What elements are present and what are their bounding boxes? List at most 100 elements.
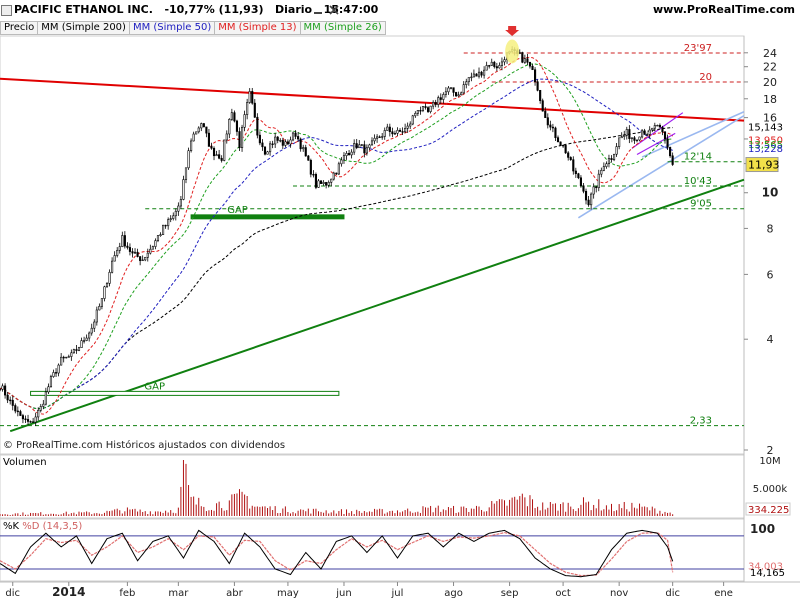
candle-body [105, 283, 109, 288]
candle-body [411, 115, 414, 125]
candle-body [263, 146, 267, 155]
candle-body [317, 180, 320, 188]
legend-price[interactable]: Precio [0, 21, 39, 35]
candle-body [656, 124, 659, 127]
legend-ma50[interactable]: MM (Simple 50) [129, 21, 216, 35]
candle-body [584, 190, 588, 201]
level-label: 2,33 [690, 416, 712, 427]
close-icon[interactable] [328, 4, 340, 16]
candle-body [128, 247, 132, 252]
candle-body [29, 421, 32, 423]
candle-body [612, 153, 616, 161]
candle-body [9, 399, 12, 402]
candle-body [475, 73, 478, 77]
volume-label[interactable]: Volumen [3, 457, 47, 468]
level-label: 20 [699, 72, 712, 83]
candle-body [294, 132, 297, 137]
candle-body [266, 151, 269, 155]
candle-body [60, 356, 63, 366]
footer-note: © ProRealTime.com Históricos ajustados c… [3, 440, 286, 451]
minimize-icon[interactable] [312, 4, 324, 16]
candle-body [483, 69, 486, 76]
candle-body [658, 124, 661, 128]
candle-body [442, 94, 445, 100]
instrument-checkbox[interactable] [1, 5, 12, 16]
candle-body [646, 134, 649, 136]
stoch-d-label[interactable]: %D (14,3,5) [22, 521, 83, 532]
candle-body [661, 126, 664, 133]
candle-body [11, 399, 14, 406]
source-url[interactable]: www.ProRealTime.com [652, 3, 795, 16]
candles-layer [0, 26, 674, 426]
candle-body [590, 193, 593, 206]
candle-body [388, 126, 391, 132]
volume-last-label: 334.225 [748, 505, 789, 516]
candle-body [335, 172, 338, 175]
candle-body [14, 405, 17, 412]
candle-body [444, 91, 447, 95]
candle-body [452, 87, 455, 93]
stoch-label: %K %D (14,3,5) [3, 521, 82, 532]
candle-body [449, 87, 453, 89]
candle-body [480, 71, 483, 76]
candle-body [19, 411, 22, 416]
candle-body [567, 152, 570, 158]
candle-body [409, 123, 412, 127]
stoch-k-label[interactable]: %K [3, 521, 20, 532]
candle-body [663, 131, 667, 140]
candle-body [256, 116, 259, 136]
candle-body [113, 255, 116, 262]
candle-body [421, 106, 425, 111]
candle-body [220, 157, 223, 161]
trendlines-layer [0, 77, 745, 433]
candle-body [62, 356, 65, 359]
candle-body [342, 155, 346, 161]
y-tick-label: 8 [767, 222, 774, 235]
legend-ma26[interactable]: MM (Simple 26) [300, 21, 386, 35]
legend-ma13[interactable]: MM (Simple 13) [215, 21, 301, 35]
candle-body [136, 251, 139, 257]
candle-body [457, 94, 460, 97]
candle-body [21, 415, 24, 420]
candle-body [630, 137, 633, 139]
price-label: 13,228 [748, 144, 783, 155]
candle-body [235, 120, 239, 132]
candle-body [258, 134, 261, 144]
candle-body [57, 364, 60, 374]
last-price-box [745, 157, 779, 173]
candle-body [123, 235, 126, 247]
candle-body [302, 147, 305, 150]
candle-body [291, 132, 295, 141]
y-tick-label: 22 [763, 61, 777, 74]
x-tick-label: jul [391, 588, 404, 599]
candle-body [88, 332, 91, 339]
candle-body [355, 143, 358, 149]
candle-body [108, 271, 111, 284]
candle-body [541, 100, 544, 112]
candle-body [261, 142, 264, 148]
candle-body [638, 136, 641, 141]
candle-body [330, 178, 333, 183]
candle-body [83, 340, 86, 342]
candle-body [154, 240, 157, 247]
candle-body [564, 145, 567, 154]
candle-body [179, 199, 182, 207]
y-tick-label: 24 [763, 47, 777, 60]
candle-body [44, 391, 47, 405]
candle-body [174, 210, 177, 217]
wedge-line [636, 132, 676, 156]
candle-body [116, 250, 119, 256]
levels-layer: 23'97 20 12'14 10'43 9'05 2,33 [0, 43, 744, 427]
legend-ma200[interactable]: MM (Simple 200) [38, 21, 130, 35]
candle-body [602, 166, 605, 171]
y-tick-label: 4 [767, 333, 774, 346]
candle-body [623, 135, 626, 137]
candle-body [42, 403, 45, 407]
candle-body [52, 372, 55, 377]
candle-body [228, 119, 231, 135]
candle-body [391, 131, 394, 135]
x-tick-label: nov [610, 588, 628, 599]
candle-body [177, 205, 180, 212]
ma200-line [0, 127, 673, 410]
